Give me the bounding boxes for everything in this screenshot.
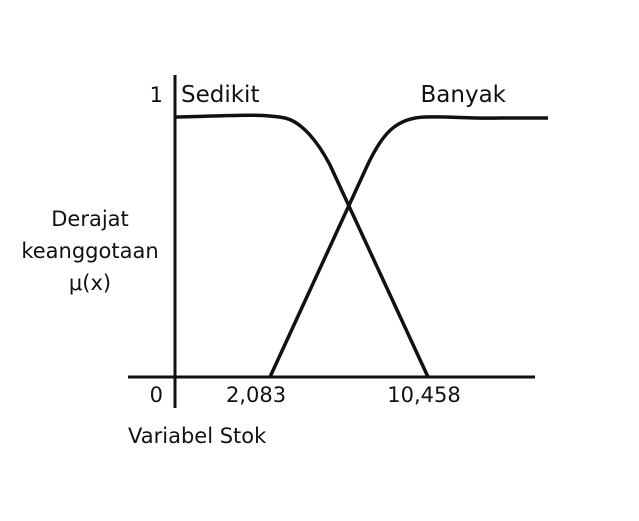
- series-label-banyak: Banyak: [421, 82, 507, 108]
- y-axis-label-line-3: μ(x): [69, 271, 111, 295]
- y-tick-label-1: 1: [150, 83, 163, 107]
- series-label-sedikit: Sedikit: [181, 82, 259, 108]
- x-tick-label-10458: 10,458: [387, 383, 460, 407]
- y-axis-label-line-2: keanggotaan: [21, 239, 158, 263]
- y-axis-label-line-1: Derajat: [51, 207, 129, 231]
- x-axis-label: Variabel Stok: [128, 424, 267, 448]
- series-banyak-curve: [268, 115, 548, 378]
- x-tick-label-2083: 2,083: [226, 383, 286, 407]
- x-tick-label-0: 0: [150, 383, 163, 407]
- series-sedikit-curve: [174, 113, 430, 378]
